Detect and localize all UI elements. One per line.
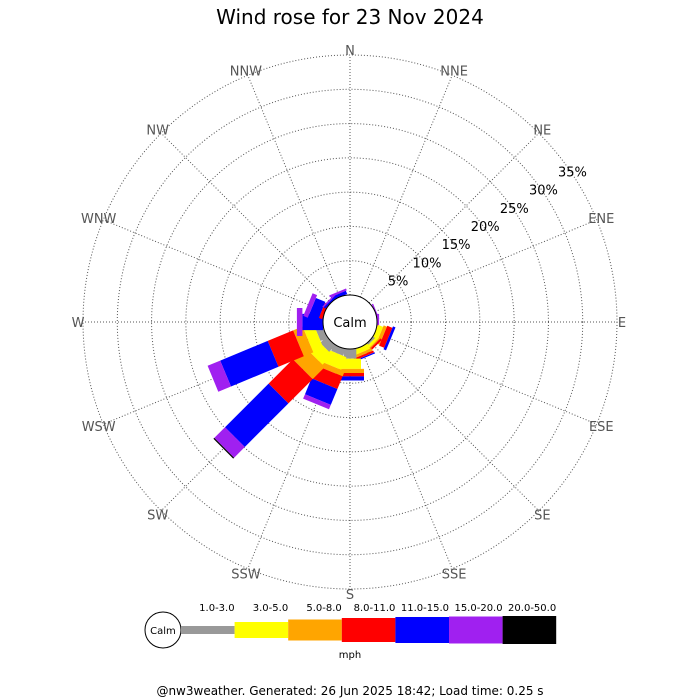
spoke-se — [368, 340, 540, 512]
petal-ssw-bin-2 — [316, 360, 345, 377]
direction-label-nw: NW — [146, 124, 169, 139]
petal-sw-bin-3 — [268, 359, 313, 404]
direction-label-ssw: SSW — [231, 567, 261, 582]
ring-label-20: 20% — [471, 220, 500, 235]
direction-label-ne: NE — [533, 124, 551, 139]
spoke-ene — [374, 219, 597, 313]
petal-ese-bin-1 — [371, 324, 384, 342]
petal-s-bin-0 — [343, 349, 357, 359]
ring-5 — [288, 260, 412, 384]
spoke-ese — [374, 331, 597, 425]
petal-ssw-bin-4 — [305, 378, 338, 405]
legend: Calm 1.0-3.0 3.0-5.0 5.0-8.0 8.0-11.0 11.0-15… — [144, 603, 557, 661]
legend-label-4: 11.0-15.0 — [401, 603, 449, 614]
petal-nnw-bin-5 — [329, 288, 347, 298]
spoke-nnw — [247, 75, 341, 298]
petal-wsw-bin-1 — [304, 325, 323, 349]
ring-label-10: 10% — [413, 256, 442, 271]
spoke-sse — [359, 346, 453, 569]
petals — [207, 288, 396, 459]
petal-wsw-bin-5 — [207, 360, 231, 392]
legend-unit: mph — [339, 650, 361, 661]
petal-wnw-bin-4 — [308, 298, 326, 319]
ring-label-25: 25% — [500, 202, 529, 217]
direction-label-e: E — [618, 316, 626, 331]
direction-label-ese: ESE — [589, 420, 614, 435]
legend-label-3: 8.0-11.0 — [354, 603, 396, 614]
direction-label-wsw: WSW — [82, 420, 116, 435]
ring-label-15: 15% — [442, 238, 471, 253]
petal-w-bin-5 — [296, 308, 303, 336]
petal-ssw-bin-5 — [303, 394, 331, 410]
legend-swatch-3 — [341, 618, 396, 642]
ring-35 — [82, 54, 618, 590]
petal-sw-bin-5 — [214, 427, 245, 458]
ring-labels: 5% 10%15%20%25%30%35% — [388, 166, 587, 290]
petal-wsw-bin-3 — [267, 330, 304, 367]
legend-label-2: 5.0-8.0 — [306, 603, 341, 614]
legend-swatch-4 — [395, 617, 449, 643]
direction-label-w: W — [72, 316, 85, 331]
spoke-wnw — [103, 219, 326, 313]
legend-swatch-6 — [502, 616, 557, 644]
legend-swatch-2 — [288, 619, 342, 641]
spoke-nw — [160, 132, 332, 304]
petal-nw-bin-5 — [322, 294, 336, 308]
petal-wsw-bin-0 — [315, 326, 328, 341]
spoke-nne — [359, 75, 453, 298]
legend-label-0: 1.0-3.0 — [199, 603, 234, 614]
petal-s-bin-4 — [336, 376, 364, 381]
petal-sw-bin-6 — [213, 437, 235, 459]
petal-nw-bin-4 — [323, 295, 337, 309]
direction-label-nnw: NNW — [230, 65, 262, 80]
ring-label-35: 35% — [558, 166, 587, 181]
legend-swatch-0 — [181, 626, 235, 634]
direction-label-sse: SSE — [442, 567, 467, 582]
petal-wnw-bin-5 — [303, 293, 318, 318]
direction-label-n: N — [345, 44, 355, 59]
ring-30 — [116, 88, 584, 556]
spoke-ne — [368, 132, 540, 304]
legend-label-5: 15.0-20.0 — [454, 603, 502, 614]
direction-label-ene: ENE — [588, 212, 614, 227]
petal-sse-bin-3 — [353, 350, 374, 361]
direction-label-s: S — [346, 588, 354, 603]
ring-20 — [185, 157, 515, 487]
legend-label-6: 20.0-50.0 — [508, 603, 556, 614]
chart-title: Wind rose for 23 Nov 2024 — [216, 5, 484, 29]
petal-sse-bin-2 — [353, 348, 373, 359]
petal-sw-bin-4 — [225, 383, 289, 447]
direction-label-wnw: WNW — [81, 212, 117, 227]
direction-labels: N NNE NE ENE E ESE SE SSE S SSW SW WSW W WNW NW NNW — [72, 44, 627, 603]
legend-swatch-5 — [449, 616, 503, 644]
petal-sw-bin-0 — [320, 336, 336, 352]
direction-label-nne: NNE — [440, 65, 468, 80]
direction-label-se: SE — [534, 508, 550, 523]
direction-label-sw: SW — [147, 508, 168, 523]
legend-calm-label: Calm — [150, 626, 176, 637]
legend-label-1: 3.0-5.0 — [253, 603, 288, 614]
legend-swatch-1 — [234, 622, 289, 638]
ring-label-30: 30% — [529, 184, 558, 199]
calm-circle-shape — [322, 294, 378, 350]
petal-wsw-bin-4 — [220, 340, 279, 387]
calm-label: Calm — [333, 316, 366, 331]
footer-text: @nw3weather. Generated: 26 Jun 2025 18:4… — [156, 684, 543, 698]
petal-ssw-bin-0 — [331, 344, 346, 356]
ring-10 — [253, 225, 447, 419]
calm-circle: Calm — [322, 294, 378, 350]
petal-ese-bin-4 — [383, 326, 396, 351]
petal-sse-bin-1 — [352, 343, 370, 356]
ring-label-5: 5% — [388, 275, 409, 290]
petal-ese-bin-3 — [379, 325, 393, 348]
